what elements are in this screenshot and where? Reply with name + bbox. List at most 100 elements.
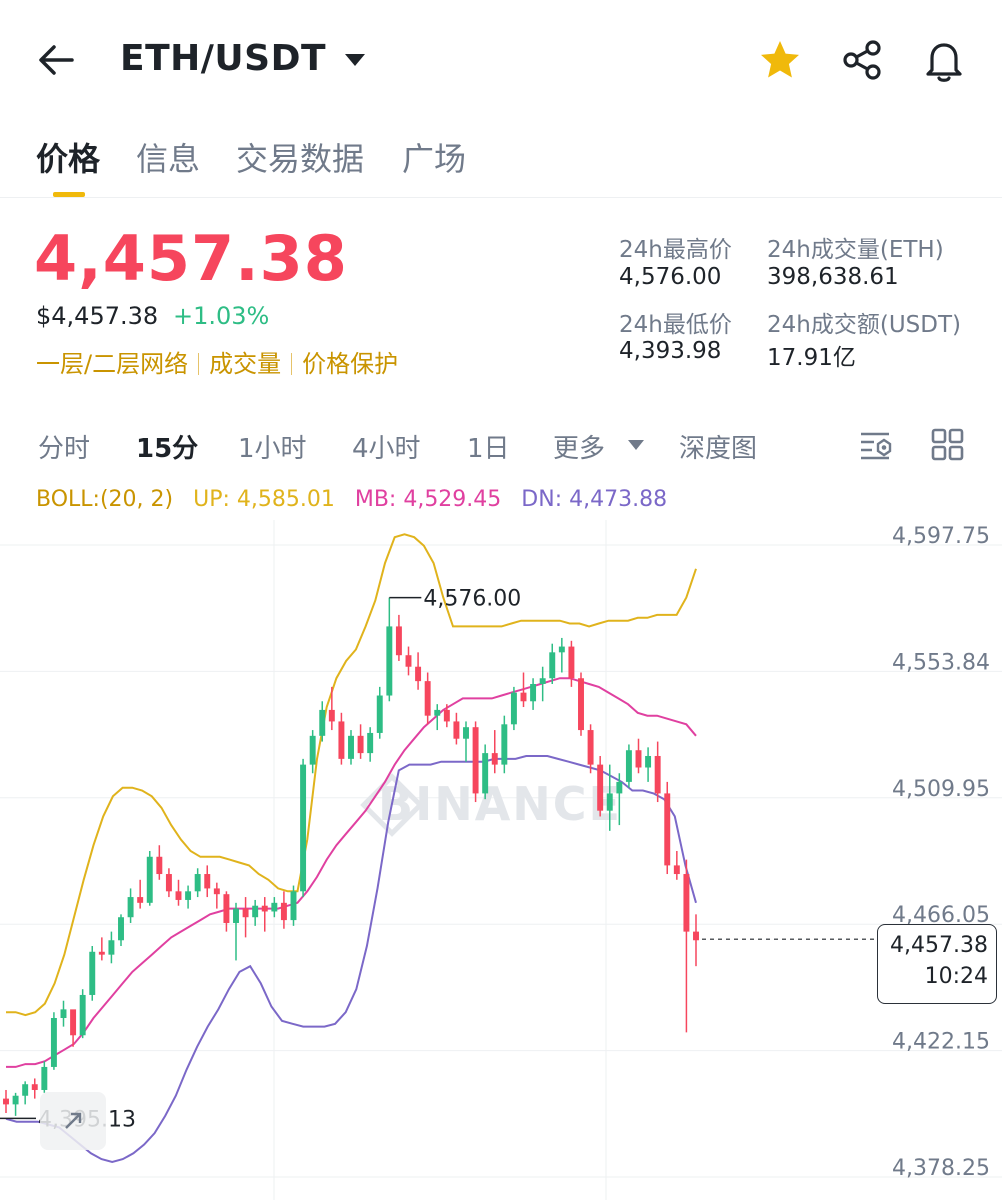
candle-body xyxy=(79,994,86,1036)
back-arrow-icon xyxy=(39,45,74,75)
interval-bar: 分时 15分 1小时 4小时 1日 更多 深度图 xyxy=(0,414,1002,474)
usd-price: $4,457.38 xyxy=(36,302,159,330)
interval-4h[interactable]: 4小时 xyxy=(352,434,421,464)
candle-body xyxy=(597,764,604,811)
candle-body xyxy=(165,874,172,892)
volume-eth-label: 24h成交量(ETH) xyxy=(767,237,944,263)
candle-body xyxy=(22,1084,29,1096)
candle-body xyxy=(673,865,680,875)
candle-body xyxy=(338,721,345,759)
candle-body xyxy=(280,902,287,921)
candle-body xyxy=(693,931,699,941)
y-tick-label: 4,597.75 xyxy=(892,524,990,549)
tab-info[interactable]: 信息 xyxy=(136,140,201,178)
alert-button[interactable] xyxy=(920,36,968,84)
pair-selector-caret[interactable] xyxy=(343,50,367,70)
candle-body xyxy=(558,646,565,653)
candle-body xyxy=(300,764,307,892)
boll-mb: MB: 4,529.45 xyxy=(354,487,502,512)
interval-1h[interactable]: 1小时 xyxy=(238,434,307,464)
layout-grid-button[interactable] xyxy=(930,428,966,462)
candle-body xyxy=(60,1009,67,1018)
candle-body xyxy=(645,755,652,768)
interval-15m[interactable]: 15分 xyxy=(136,434,199,464)
candle-body xyxy=(491,753,498,765)
tag-volume[interactable]: 成交量 xyxy=(209,350,282,378)
interval-line[interactable]: 分时 xyxy=(38,434,91,464)
candle-body xyxy=(146,856,153,903)
candle-body xyxy=(606,793,613,811)
candle-body xyxy=(376,695,383,733)
indicator-settings-icon xyxy=(861,432,892,460)
app-header: ETH/USDT xyxy=(0,0,1002,120)
candle-body xyxy=(683,874,690,932)
candle-body xyxy=(357,735,364,754)
bell-icon xyxy=(926,43,962,82)
max-price-label: 4,576.00 xyxy=(423,587,521,612)
more-caret-icon xyxy=(628,440,644,450)
low-label: 24h最低价 xyxy=(619,312,732,338)
candle-body xyxy=(98,951,105,955)
candle-body xyxy=(520,692,527,702)
candle-body xyxy=(194,874,201,892)
current-price-label: 4,457.38 xyxy=(890,933,988,958)
candle-body xyxy=(568,646,575,679)
tag-layer[interactable]: 一层/二层网络 xyxy=(36,350,189,378)
candle-body xyxy=(12,1095,19,1105)
candle-body xyxy=(271,902,278,912)
star-icon xyxy=(761,41,799,78)
tag-badges: 一层/二层网络 成交量 价格保护 xyxy=(36,344,398,379)
favorite-button[interactable] xyxy=(756,36,804,84)
boll-dn: DN: 4,473.88 xyxy=(521,487,668,512)
high-label: 24h最高价 xyxy=(619,237,732,263)
candle-body xyxy=(118,917,124,941)
candle-body xyxy=(233,908,239,923)
candle-body xyxy=(213,888,220,895)
candle-body xyxy=(424,681,431,716)
share-button[interactable] xyxy=(838,36,886,84)
candle-body xyxy=(204,874,211,889)
tab-trading-data[interactable]: 交易数据 xyxy=(236,140,365,178)
y-tick-label: 4,422.15 xyxy=(892,1030,990,1055)
grid-icon xyxy=(931,428,964,461)
interval-depth[interactable]: 深度图 xyxy=(679,434,758,464)
y-tick-label: 4,509.95 xyxy=(892,777,990,802)
candle-body xyxy=(549,652,556,679)
section-tabs: 价格 信息 交易数据 广场 xyxy=(0,120,1002,198)
pair-title[interactable]: ETH/USDT xyxy=(120,38,327,79)
last-price: 4,457.38 xyxy=(34,222,348,295)
candle-body xyxy=(415,666,422,682)
candle-countdown: 10:24 xyxy=(924,964,988,989)
tag-price-protection[interactable]: 价格保护 xyxy=(302,350,399,378)
boll-name: BOLL:(20, 2) xyxy=(36,487,174,512)
candle-body xyxy=(616,781,623,794)
interval-more[interactable]: 更多 xyxy=(553,434,606,464)
back-button[interactable] xyxy=(30,36,86,84)
interval-1d[interactable]: 1日 xyxy=(467,434,510,464)
tab-price[interactable]: 价格 xyxy=(36,140,101,178)
candlestick-chart[interactable]: 4,597.754,553.844,509.954,466.054,422.15… xyxy=(0,480,1002,1200)
candle-body xyxy=(252,905,259,918)
candle-body xyxy=(472,727,479,794)
candle-body xyxy=(261,905,268,912)
candle-body xyxy=(386,626,393,696)
candle-body xyxy=(405,655,412,667)
candle-body xyxy=(127,897,134,918)
candle-body xyxy=(41,1066,48,1090)
candle-body xyxy=(510,692,517,725)
active-tab-indicator xyxy=(53,192,85,197)
volume-usdt-label: 24h成交额(USDT) xyxy=(767,312,961,338)
candle-body xyxy=(395,626,402,656)
candle-body xyxy=(242,908,249,918)
indicator-settings-button[interactable] xyxy=(858,428,894,462)
fullscreen-button[interactable] xyxy=(40,1092,106,1150)
candle-body xyxy=(290,891,297,921)
candle-body xyxy=(89,951,96,995)
candle-body xyxy=(635,750,642,768)
candle-body xyxy=(137,897,144,903)
candle-body xyxy=(539,678,546,685)
candle-body xyxy=(348,735,354,759)
tab-square[interactable]: 广场 xyxy=(402,140,467,178)
expand-icon xyxy=(65,1112,82,1129)
candle-body xyxy=(625,750,632,782)
